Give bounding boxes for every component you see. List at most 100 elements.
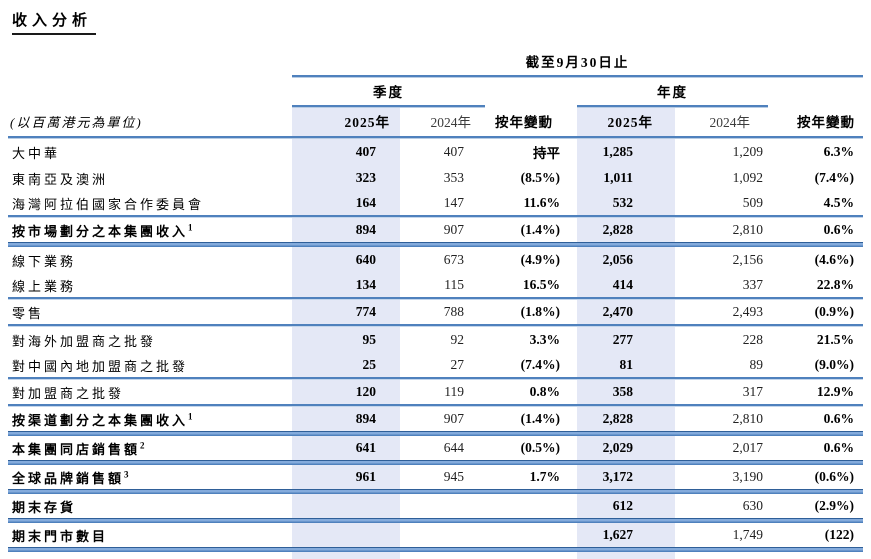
cell-y24: 1,092 <box>732 170 763 185</box>
cell-y24: 337 <box>742 277 763 292</box>
cell-y24: 2,810 <box>732 222 763 237</box>
cell-y25: 277 <box>612 332 633 347</box>
thick-rule <box>8 431 863 436</box>
row-label: 對中國內地加盟商之批發 <box>12 358 189 374</box>
cell-q25: 774 <box>355 304 376 319</box>
cell-qch: 11.6% <box>523 195 560 210</box>
cell-y25: 1,285 <box>602 144 633 159</box>
thin-rule <box>8 324 863 327</box>
cell-qch: (4.9%) <box>520 252 560 267</box>
table-row: 海灣阿拉伯國家合作委員會 164 147 11.6% 532 509 4.5% <box>8 191 863 215</box>
cell-qch: (1.4%) <box>520 411 560 426</box>
cell-ych: (2.9%) <box>814 498 854 513</box>
cell-q24: 907 <box>443 222 464 237</box>
table-row: 對海外加盟商之批發 95 92 3.3% 277 228 21.5% <box>8 327 863 353</box>
table-row: 東南亞及澳洲 323 353 (8.5%) 1,011 1,092 (7.4%) <box>8 165 863 191</box>
column-header-row: (以百萬港元為單位) 2025年 2024年 按年變動 2025年 2024年 … <box>8 106 863 136</box>
col-header-quarter-2024: 2024年 <box>430 115 472 130</box>
cell-q24: 119 <box>444 384 464 399</box>
cell-y24: 1,749 <box>732 527 763 542</box>
col-header-year-change: 按年變動 <box>797 115 855 130</box>
cell-q25: 323 <box>355 170 376 185</box>
cell-q25: 407 <box>355 144 376 159</box>
cell-qch: 持平 <box>533 146 560 161</box>
header-rule <box>8 136 863 139</box>
cell-qch: (1.4%) <box>520 222 560 237</box>
row-label: 零售 <box>12 305 45 321</box>
cell-q24: 673 <box>443 252 464 267</box>
group-quarter: 季度 <box>292 77 485 107</box>
row-label: 期末門市數目 <box>12 528 109 544</box>
column-shade-year-2025 <box>577 106 675 559</box>
row-label: 按渠道劃分之本集團收入1 <box>12 411 193 428</box>
footnote-marker: 1 <box>188 411 193 422</box>
cell-q24: 945 <box>443 469 464 484</box>
table-row: 對中國內地加盟商之批發 25 27 (7.4%) 81 89 (9.0%) <box>8 353 863 377</box>
table-row: 線下業務 640 673 (4.9%) 2,056 2,156 (4.6%) <box>8 247 863 273</box>
table-rows: 大中華 407 407 持平 1,285 1,209 6.3% 東南亞及澳洲 323 353 (8.… <box>8 139 863 552</box>
cell-q24: 407 <box>443 144 464 159</box>
thick-rule <box>8 489 863 494</box>
row-label: 對海外加盟商之批發 <box>12 333 157 349</box>
cell-q25: 120 <box>355 384 376 399</box>
cell-y25: 1,011 <box>603 170 633 185</box>
cell-ych: (9.0%) <box>814 357 854 372</box>
table-row: 按市場劃分之本集團收入1 894 907 (1.4%) 2,828 2,810 0.6% <box>8 218 863 242</box>
table-row: 期末門市數目 1,627 1,749 (122) <box>8 523 863 547</box>
cell-ych: 22.8% <box>816 277 854 292</box>
cell-y24: 228 <box>742 332 763 347</box>
thick-rule <box>8 460 863 465</box>
cell-y25: 358 <box>612 384 633 399</box>
row-label: 期末存貨 <box>12 499 77 515</box>
cell-y24: 2,810 <box>732 411 763 426</box>
col-header-year-2024: 2024年 <box>709 115 751 130</box>
cell-ych: 0.6% <box>823 411 854 426</box>
cell-ych: 0.6% <box>823 440 854 455</box>
row-label: 大中華 <box>12 145 61 161</box>
cell-q25: 134 <box>355 277 376 292</box>
table-row: 零售 774 788 (1.8%) 2,470 2,493 (0.9%) <box>8 300 863 324</box>
row-label: 線下業務 <box>12 253 77 269</box>
cell-y24: 317 <box>742 384 763 399</box>
cell-y24: 509 <box>742 195 763 210</box>
cell-ych: (7.4%) <box>814 170 854 185</box>
cell-q25: 894 <box>355 411 376 426</box>
thin-rule <box>8 215 863 218</box>
footnote-marker: 2 <box>140 440 145 451</box>
cell-q24: 92 <box>450 332 465 347</box>
col-header-year-2025: 2025年 <box>607 115 653 130</box>
footnote-marker: 1 <box>188 222 193 233</box>
cell-y25: 2,828 <box>602 222 633 237</box>
cell-qch: 3.3% <box>529 332 560 347</box>
cell-y24: 3,190 <box>732 469 763 484</box>
row-label: 按市場劃分之本集團收入1 <box>12 222 193 239</box>
footnote-marker: 3 <box>124 469 129 480</box>
cell-ych: 4.5% <box>823 195 854 210</box>
row-label: 海灣阿拉伯國家合作委員會 <box>12 196 205 212</box>
cell-y24: 2,493 <box>732 304 763 319</box>
table-row: 按渠道劃分之本集團收入1 894 907 (1.4%) 2,828 2,810 0.6% <box>8 407 863 431</box>
cell-y25: 3,172 <box>602 469 633 484</box>
cell-ych: (0.9%) <box>814 304 854 319</box>
cell-ych: (4.6%) <box>814 252 854 267</box>
cell-ych: 21.5% <box>816 332 854 347</box>
thick-rule <box>8 547 863 552</box>
cell-q25: 961 <box>355 469 376 484</box>
table-row: 對加盟商之批發 120 119 0.8% 358 317 12.9% <box>8 380 863 404</box>
table-row: 大中華 407 407 持平 1,285 1,209 6.3% <box>8 139 863 165</box>
cell-qch: 16.5% <box>522 277 560 292</box>
cell-q25: 894 <box>355 222 376 237</box>
cell-qch: 0.8% <box>529 384 560 399</box>
row-label: 對加盟商之批發 <box>12 385 125 401</box>
group-header-row: 季度 年度 <box>8 77 863 107</box>
cell-q24: 27 <box>450 357 465 372</box>
cell-y24: 2,156 <box>732 252 763 267</box>
row-label: 全球品牌銷售額3 <box>12 469 129 486</box>
cell-ych: (122) <box>824 527 854 542</box>
cell-q25: 164 <box>355 195 376 210</box>
cell-q24: 788 <box>443 304 464 319</box>
revenue-table: 截至9月30日止 季度 年度 (以百萬港元為單位) 2025年 2024年 按年… <box>8 48 863 559</box>
thin-rule <box>8 404 863 407</box>
col-header-quarter-2025: 2025年 <box>344 115 390 130</box>
cell-q24: 353 <box>443 170 464 185</box>
